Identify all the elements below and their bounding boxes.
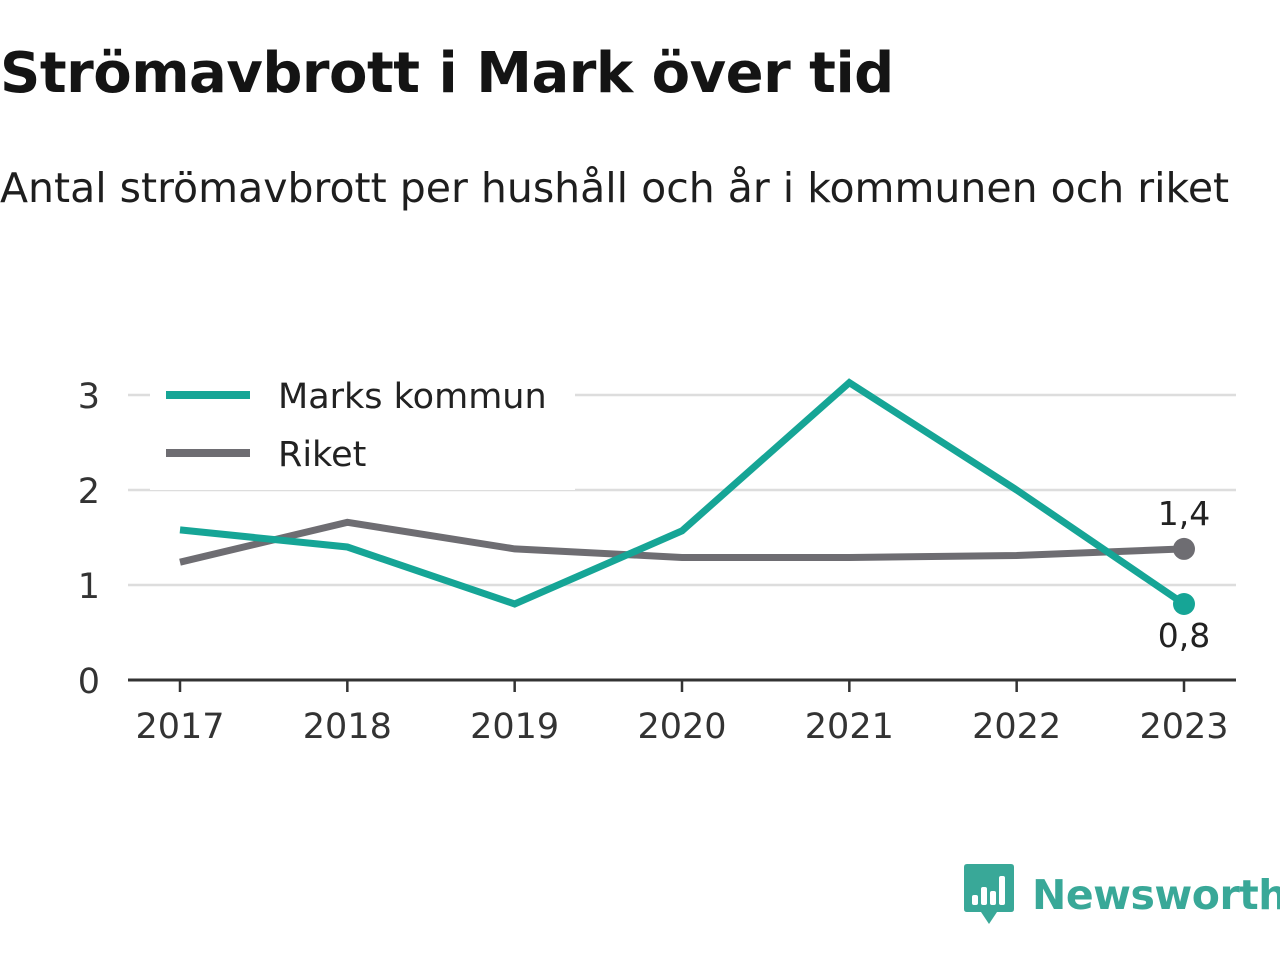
legend: Marks kommun Riket [150,372,575,490]
y-tick-label-1: 1 [78,567,100,607]
newsworthy-logo-icon [964,864,1014,924]
chart-title: Strömavbrott i Mark över tid [0,41,894,106]
x-tick-label-2017: 2017 [135,707,224,747]
end-value-labels: 0,8 1,4 [1158,494,1210,655]
series-line-0 [179,378,1186,608]
series-line-1 [179,518,1185,566]
y-axis-ticks: 0 1 2 3 [78,377,100,702]
legend-label-0: Marks kommun [278,377,547,417]
x-tick-label-2019: 2019 [470,707,559,747]
x-axis: 2017 2018 2019 2020 2021 2022 2023 [128,678,1236,747]
y-tick-label-0: 0 [78,662,100,702]
y-tick-label-3: 3 [78,377,100,417]
series-end-label-1: 1,4 [1158,494,1210,533]
x-tick-label-2022: 2022 [972,707,1061,747]
chart-subtitle: Antal strömavbrott per hushåll och år i … [0,164,1230,212]
series-end-point-1 [1173,537,1195,560]
x-tick-label-2018: 2018 [303,707,392,747]
newsworthy-logo: Newsworthy [964,862,1280,928]
series-lines [179,378,1186,608]
legend-label-1: Riket [278,435,366,475]
series-end-point-0 [1173,593,1195,615]
x-tick-label-2020: 2020 [637,707,726,747]
x-tick-label-2023: 2023 [1139,707,1228,747]
x-tick-label-2021: 2021 [805,707,894,747]
y-tick-label-2: 2 [78,472,100,512]
series-end-label-0: 0,8 [1158,616,1210,655]
brand-name: Newsworthy [1032,871,1280,919]
